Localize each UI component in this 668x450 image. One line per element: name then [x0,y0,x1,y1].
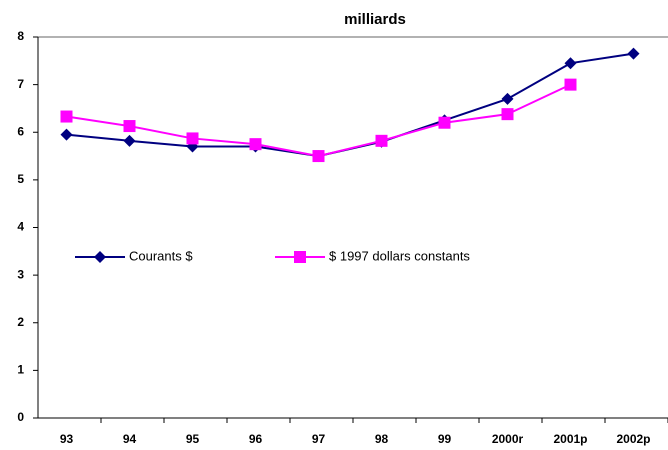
y-tick-label: 5 [17,172,24,186]
y-tick-label: 0 [17,410,24,424]
marker [123,120,136,133]
marker [564,57,577,70]
series-line [66,52,634,158]
chart-title: milliards [344,11,406,28]
y-tick-label: 8 [17,29,24,43]
y-tick-label: 2 [17,315,24,329]
x-tick-label: 95 [186,432,200,446]
y-tick-label: 4 [17,220,24,234]
series-line [66,83,571,158]
marker [94,251,106,263]
y-tick-label: 7 [17,77,24,91]
x-tick-label: 2000r [492,432,524,446]
marker [501,108,514,121]
x-tick-label: 98 [375,432,389,446]
x-tick-label: 99 [438,432,452,446]
marker [294,251,306,263]
marker [123,134,136,147]
y-tick-label: 1 [17,363,24,377]
marker [60,110,73,123]
legend-label: $ 1997 dollars constants [329,248,470,263]
x-tick-label: 93 [60,432,74,446]
x-tick-label: 2001p [553,432,587,446]
marker [438,116,451,129]
x-tick-label: 94 [123,432,137,446]
x-tick-label: 97 [312,432,326,446]
marker [501,92,514,105]
marker [312,150,325,163]
x-tick-label: 96 [249,432,263,446]
marker [60,128,73,141]
marker [627,47,640,60]
marker [186,132,199,145]
y-tick-label: 3 [17,267,24,281]
marker [564,78,577,91]
marker [375,134,388,147]
legend-label: Courants $ [129,248,193,263]
marker [249,138,262,151]
y-tick-label: 6 [17,124,24,138]
x-tick-label: 2002p [616,432,650,446]
